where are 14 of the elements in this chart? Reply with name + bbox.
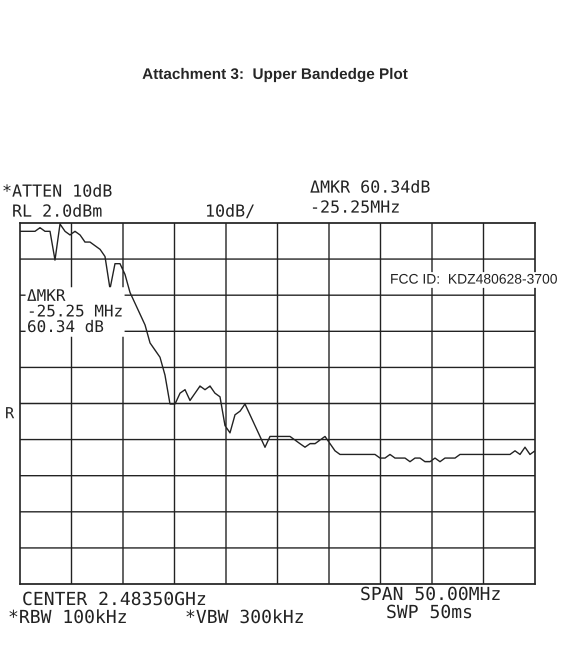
text: 10dB/ (207, 204, 254, 218)
text: -25.25MHz (312, 200, 399, 213)
chart-title: Attachment 3: Upper Bandedge Plot (142, 68, 408, 82)
annotation: ΔMKR -25.25 MHz 60.34 dB (27, 289, 122, 332)
text: CENTER 2.48350GHz (23, 592, 206, 606)
annotation: FCC ID: KDZ480628-3700 (391, 274, 557, 284)
text: RL 2.0dBm (13, 204, 102, 217)
text: *ATTEN 10dB (3, 184, 112, 197)
text: SWP 50ms (387, 604, 472, 618)
text: SPAN 50.00MHz (361, 586, 500, 600)
text: R (6, 407, 14, 418)
text: ΔMKR 60.34dB (310, 180, 430, 193)
text: *VBW 300kHz (186, 609, 303, 624)
text: *RBW 100kHz (9, 609, 126, 624)
